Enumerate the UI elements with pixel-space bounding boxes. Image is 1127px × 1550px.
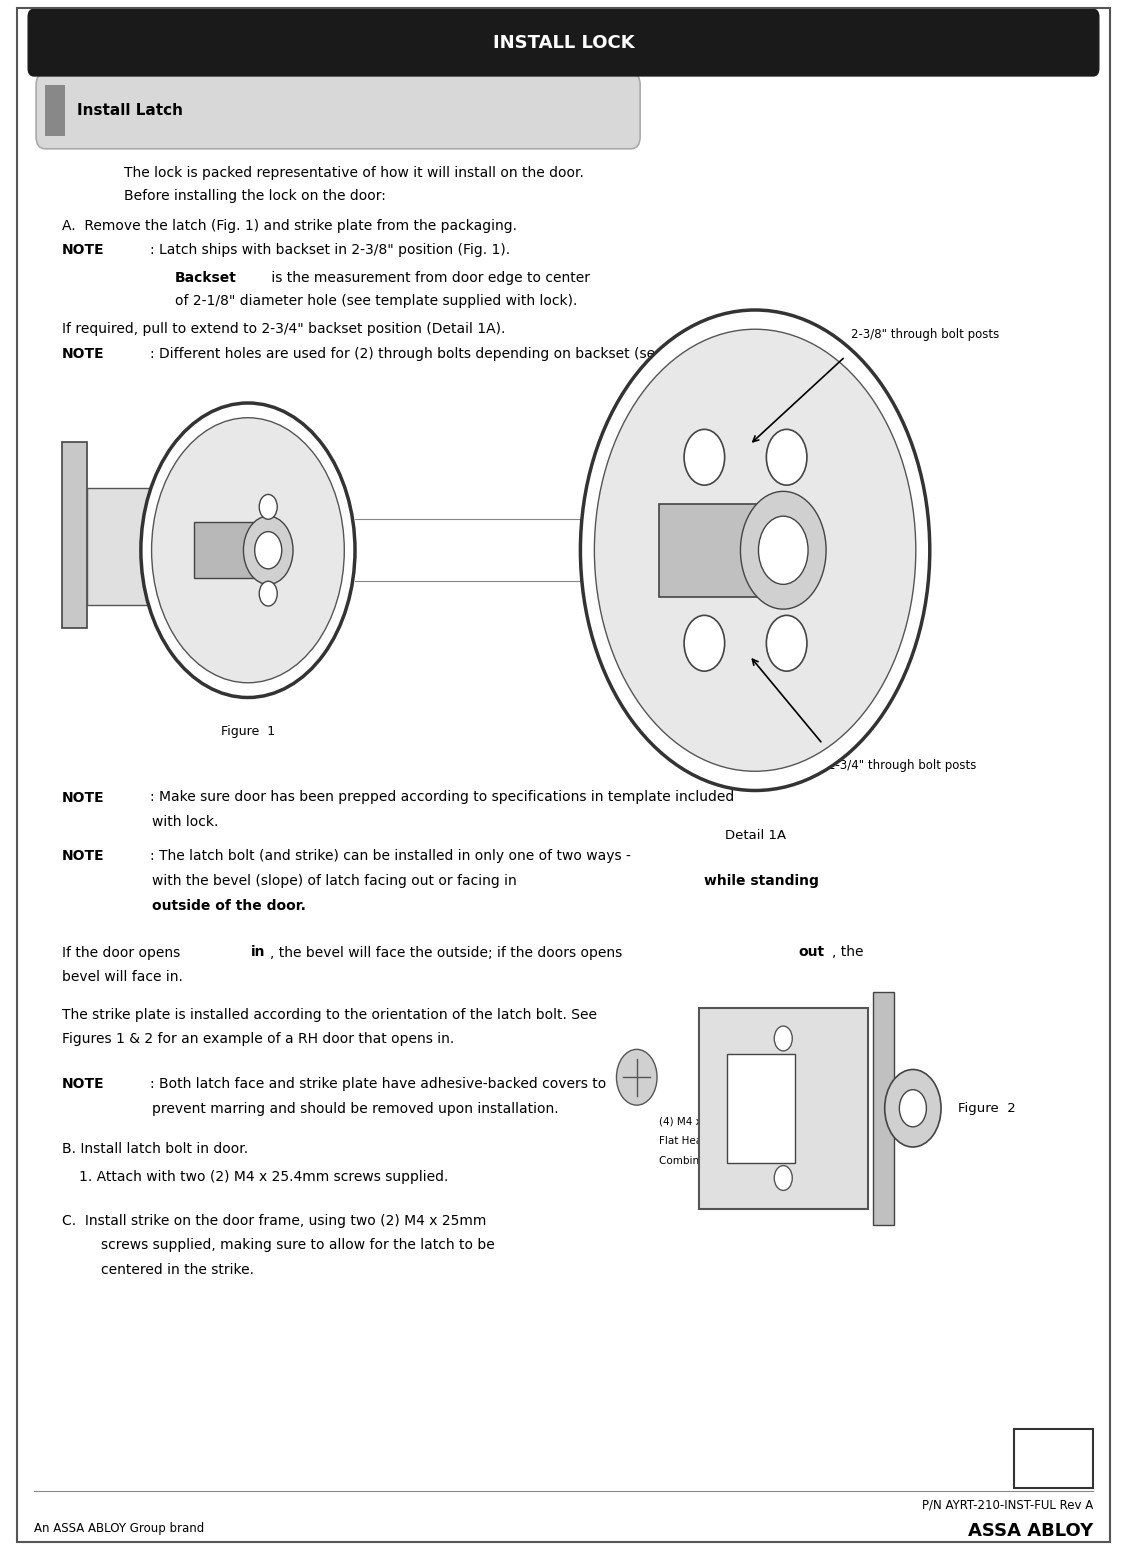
Text: with the bevel (slope) of latch facing out or facing in: with the bevel (slope) of latch facing o…: [152, 874, 522, 888]
Text: of 2-1/8" diameter hole (see template supplied with lock).: of 2-1/8" diameter hole (see template su…: [175, 294, 577, 308]
Circle shape: [774, 1166, 792, 1190]
Text: bevel will face in.: bevel will face in.: [62, 970, 183, 984]
Text: 2-3/8" through bolt posts: 2-3/8" through bolt posts: [851, 329, 1000, 341]
Text: C.  Install strike on the door frame, using two (2) M4 x 25mm: C. Install strike on the door frame, usi…: [62, 1214, 487, 1228]
Circle shape: [684, 429, 725, 485]
Text: out: out: [798, 946, 824, 959]
Bar: [194, 522, 278, 578]
Text: B. Install latch bolt in door.: B. Install latch bolt in door.: [62, 1142, 248, 1156]
Text: Figure  2: Figure 2: [958, 1102, 1015, 1114]
Text: NOTE: NOTE: [62, 790, 105, 804]
Text: An ASSA ABLOY Group brand: An ASSA ABLOY Group brand: [34, 1522, 204, 1534]
Text: while standing: while standing: [704, 874, 819, 888]
Text: , the bevel will face the outside; if the doors opens: , the bevel will face the outside; if th…: [270, 946, 627, 959]
Text: NOTE: NOTE: [62, 849, 105, 863]
Circle shape: [580, 310, 930, 790]
Text: If the door opens: If the door opens: [62, 946, 185, 959]
Text: ASSA ABLOY: ASSA ABLOY: [968, 1522, 1093, 1541]
Text: : Different holes are used for (2) through bolts depending on backset (see Detai: : Different holes are used for (2) throu…: [150, 347, 742, 361]
Bar: [87, 488, 183, 604]
Text: NOTE: NOTE: [62, 243, 105, 257]
Circle shape: [255, 532, 282, 569]
Text: : Make sure door has been prepped according to specifications in template includ: : Make sure door has been prepped accord…: [150, 790, 734, 804]
Text: A.  Remove the latch (Fig. 1) and strike plate from the packaging.: A. Remove the latch (Fig. 1) and strike …: [62, 219, 517, 232]
Text: Combination Screws: Combination Screws: [659, 1156, 766, 1166]
Text: If required, pull to extend to 2-3/4" backset position (Detail 1A).: If required, pull to extend to 2-3/4" ba…: [62, 322, 505, 336]
Text: with lock.: with lock.: [152, 815, 219, 829]
Circle shape: [885, 1070, 941, 1147]
Text: : Both latch face and strike plate have adhesive-backed covers to: : Both latch face and strike plate have …: [150, 1077, 606, 1091]
Circle shape: [259, 494, 277, 519]
Circle shape: [758, 516, 808, 584]
Text: outside of the door.: outside of the door.: [152, 899, 307, 913]
Text: (4) M4 x 25.4mm: (4) M4 x 25.4mm: [659, 1116, 748, 1125]
Bar: [1014, 1429, 1093, 1488]
Bar: [873, 992, 894, 1224]
Text: , the: , the: [832, 946, 863, 959]
Text: is the measurement from door edge to center: is the measurement from door edge to cen…: [267, 271, 591, 285]
Bar: [659, 504, 795, 597]
Text: : The latch bolt (and strike) can be installed in only one of two ways -: : The latch bolt (and strike) can be ins…: [150, 849, 631, 863]
Text: Before installing the lock on the door:: Before installing the lock on the door:: [124, 189, 385, 203]
Text: Detail 1A: Detail 1A: [725, 829, 786, 842]
Text: Install Latch: Install Latch: [77, 104, 183, 118]
Circle shape: [141, 403, 355, 698]
Text: P/N AYRT-210-INST-FUL Rev A: P/N AYRT-210-INST-FUL Rev A: [922, 1499, 1093, 1511]
Text: Figures 1 & 2 for an example of a RH door that opens in.: Figures 1 & 2 for an example of a RH doo…: [62, 1032, 454, 1046]
Text: NOTE: NOTE: [62, 1077, 105, 1091]
Circle shape: [766, 429, 807, 485]
Text: NOTE: NOTE: [62, 347, 105, 361]
Text: The lock is packed representative of how it will install on the door.: The lock is packed representative of how…: [124, 166, 584, 180]
Circle shape: [774, 1026, 792, 1051]
Text: The strike plate is installed according to the orientation of the latch bolt. Se: The strike plate is installed according …: [62, 1008, 597, 1021]
Circle shape: [899, 1090, 926, 1127]
Circle shape: [684, 615, 725, 671]
Bar: [727, 1054, 795, 1162]
Bar: [699, 1008, 868, 1209]
Text: Flat Head: Flat Head: [659, 1136, 709, 1145]
Text: : Latch ships with backset in 2-3/8" position (Fig. 1).: : Latch ships with backset in 2-3/8" pos…: [150, 243, 511, 257]
Text: 2-3/4" through bolt posts: 2-3/4" through bolt posts: [828, 760, 977, 772]
Text: centered in the strike.: centered in the strike.: [101, 1263, 255, 1277]
Bar: [62, 442, 87, 628]
FancyBboxPatch shape: [36, 73, 640, 149]
Text: Backset: Backset: [175, 271, 237, 285]
Circle shape: [151, 417, 344, 682]
Text: Figure  1: Figure 1: [221, 725, 275, 738]
Circle shape: [594, 329, 916, 772]
Text: screws supplied, making sure to allow for the latch to be: screws supplied, making sure to allow fo…: [101, 1238, 495, 1252]
Circle shape: [259, 581, 277, 606]
FancyBboxPatch shape: [45, 85, 65, 136]
FancyBboxPatch shape: [28, 9, 1099, 76]
Circle shape: [766, 615, 807, 671]
Text: 6: 6: [1048, 1449, 1059, 1468]
Text: prevent marring and should be removed upon installation.: prevent marring and should be removed up…: [152, 1102, 559, 1116]
Text: INSTALL LOCK: INSTALL LOCK: [492, 34, 635, 51]
Circle shape: [740, 491, 826, 609]
Circle shape: [616, 1049, 657, 1105]
Circle shape: [243, 516, 293, 584]
Text: in: in: [251, 946, 266, 959]
Text: 1. Attach with two (2) M4 x 25.4mm screws supplied.: 1. Attach with two (2) M4 x 25.4mm screw…: [79, 1170, 449, 1184]
